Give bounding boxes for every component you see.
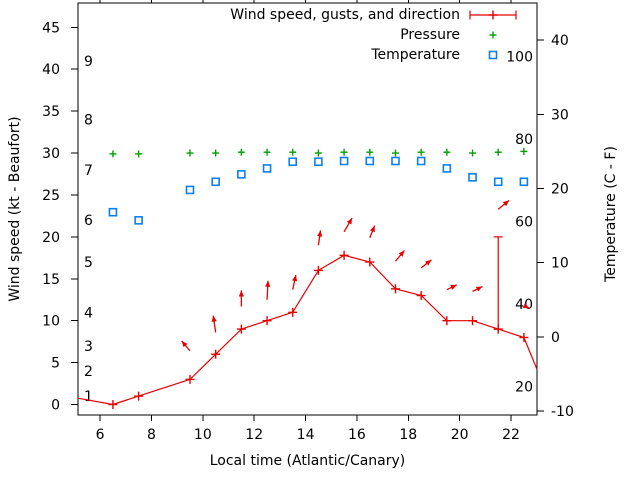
- beaufort-label: 8: [84, 113, 93, 129]
- wind-direction-arrow-head: [502, 200, 510, 207]
- y-tick-label: 30: [42, 146, 60, 162]
- wind-direction-arrow-head: [211, 315, 217, 322]
- y-tick-label: 40: [42, 62, 60, 78]
- wind-line: [77, 254, 538, 406]
- temperature-marker: [493, 177, 503, 187]
- wind-direction-arrow-head: [238, 290, 244, 297]
- beaufort-label: 3: [84, 339, 93, 355]
- right-axis-title: Temperature (C - F): [603, 146, 619, 282]
- y-tick-label: 45: [42, 20, 60, 36]
- x-axis-ticks: 6 8 10 12 14 16 18 20 22: [96, 0, 520, 443]
- temperature-marker: [442, 164, 452, 173]
- temperature-series: [108, 156, 529, 225]
- beaufort-label: 2: [84, 364, 93, 380]
- fahrenheit-label: 100: [506, 50, 533, 66]
- y-tick-label: 25: [42, 188, 60, 204]
- legend-temperature-marker: [488, 50, 498, 60]
- x-tick-label: 18: [399, 427, 417, 443]
- x-tick-label: 22: [502, 427, 520, 443]
- beaufort-label: 1: [84, 389, 93, 405]
- wind-direction-arrow-head: [181, 340, 188, 348]
- fahrenheit-scale-labels: 20 40 60 80 100: [506, 50, 533, 396]
- y-tick-label: 20: [42, 230, 60, 246]
- wind-direction-arrow-head: [346, 217, 353, 225]
- temperature-marker: [134, 216, 143, 225]
- legend-pressure-label: Pressure: [400, 27, 460, 43]
- wind-direction-arrow-head: [265, 280, 271, 287]
- y-tick-label: 0: [51, 398, 60, 414]
- y2-tick-label: 30: [551, 107, 569, 123]
- left-axis-ticks: 0 5 10 15 20 25 30 35 40 45: [42, 20, 78, 414]
- x-tick-label: 8: [147, 427, 156, 443]
- wind-gust-errorbar: [493, 236, 503, 330]
- legend-marker-samples: [469, 10, 517, 60]
- fahrenheit-label: 40: [515, 297, 533, 313]
- y2-tick-label: 10: [551, 256, 569, 272]
- x-axis-title: Local time (Atlantic/Canary): [209, 453, 406, 469]
- wind-direction-arrows: [181, 199, 530, 352]
- x-tick-label: 10: [194, 427, 212, 443]
- beaufort-label: 4: [84, 305, 93, 321]
- legend-temperature-label: Temperature: [371, 47, 460, 63]
- x-tick-label: 6: [96, 427, 105, 443]
- border-rect: [77, 2, 538, 416]
- y2-tick-label: -10: [551, 404, 574, 420]
- beaufort-label: 6: [84, 213, 93, 229]
- temperature-marker: [211, 177, 220, 187]
- wind-speed-series: [77, 250, 538, 410]
- beaufort-label: 7: [84, 163, 93, 179]
- fahrenheit-label: 80: [515, 132, 533, 148]
- y-tick-label: 10: [42, 314, 60, 330]
- wind-direction-arrow-head: [425, 259, 432, 266]
- wind-direction-arrow-head: [475, 286, 483, 292]
- y-tick-label: 5: [51, 356, 60, 372]
- beaufort-scale-labels: 1 2 3 4 5 6 7 8 9: [84, 54, 93, 405]
- legend-wind-label: Wind speed, gusts, and direction: [230, 7, 460, 23]
- temperature-marker: [365, 156, 375, 166]
- wind-direction-arrow-head: [292, 275, 298, 282]
- x-tick-label: 16: [348, 427, 366, 443]
- pressure-series: [109, 147, 528, 158]
- temperature-marker: [314, 157, 323, 167]
- left-axis-title: Wind speed (kt - Beaufort): [7, 116, 23, 302]
- beaufort-label: 9: [84, 54, 93, 70]
- wind-direction-arrow-head: [317, 230, 323, 237]
- beaufort-label: 5: [84, 255, 93, 271]
- y2-tick-label: 40: [551, 33, 569, 49]
- plot-border: [77, 2, 538, 416]
- temperature-marker: [288, 157, 298, 167]
- temperature-marker: [468, 173, 477, 182]
- fahrenheit-label: 60: [515, 214, 533, 230]
- y-tick-label: 15: [42, 272, 60, 288]
- right-axis-ticks: -10 0 10 20 30 40: [537, 33, 574, 420]
- x-tick-label: 20: [451, 427, 469, 443]
- temperature-marker: [339, 156, 349, 166]
- temperature-marker: [391, 156, 400, 166]
- wind-direction-arrow-head: [450, 284, 457, 290]
- temperature-marker: [262, 164, 272, 173]
- fahrenheit-label: 20: [515, 379, 533, 395]
- temperature-marker: [108, 207, 118, 217]
- x-tick-label: 14: [297, 427, 315, 443]
- wind-direction-arrow-head: [522, 303, 530, 309]
- temperature-marker: [519, 177, 529, 187]
- wind-direction-arrow-head: [369, 225, 375, 233]
- temperature-marker: [185, 185, 195, 195]
- y2-tick-label: 20: [551, 181, 569, 197]
- temperature-marker: [416, 156, 426, 166]
- x-tick-label: 12: [245, 427, 263, 443]
- wind-direction-arrow-head: [398, 250, 405, 257]
- temperature-marker: [237, 170, 246, 179]
- y2-tick-label: 0: [551, 330, 560, 346]
- y-tick-label: 35: [42, 104, 60, 120]
